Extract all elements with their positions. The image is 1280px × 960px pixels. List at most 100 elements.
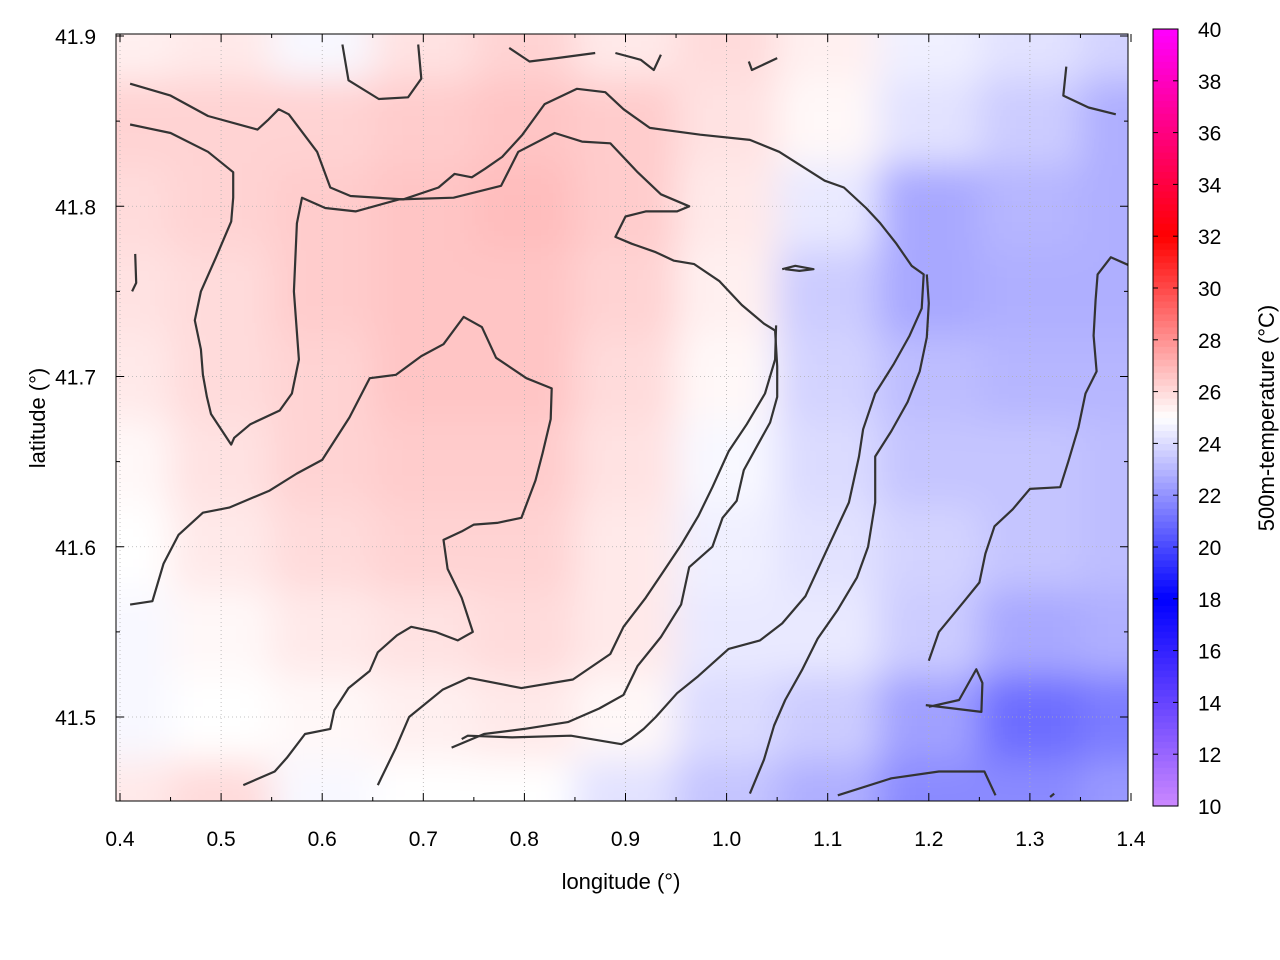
heatmap-cell [878,248,981,335]
contour-line [837,770,997,797]
heatmap-cell [676,78,779,165]
heatmap-cell [170,333,273,421]
y-tick-label: 41.9 [55,26,96,49]
colorbar-swatch [1153,618,1178,626]
contour-line [1062,66,1117,116]
colorbar-swatch [1153,152,1178,160]
heatmap-cell [372,333,475,421]
heatmap-cell [170,504,273,591]
heatmap-cell [271,504,374,591]
colorbar-swatch [1153,378,1178,386]
colorbar-swatch [1153,708,1178,716]
colorbar-swatch [1153,534,1178,542]
heatmap-cell [574,589,678,676]
colorbar-swatch [1153,372,1178,380]
heatmap-cell [116,674,172,761]
colorbar-swatch [1153,624,1178,632]
heatmap-cell [271,589,374,676]
colorbar-swatch [1153,61,1178,69]
heatmap-cell [116,163,172,250]
colorbar-swatch [1153,773,1178,781]
colorbar-swatch [1153,268,1178,276]
heatmap-cell [979,163,1082,250]
colorbar-swatch [1153,411,1178,419]
heatmap-cell [777,333,880,421]
contour-line [925,668,984,713]
colorbar-tick-label: 10 [1198,796,1221,819]
heatmap-cell [574,248,678,335]
colorbar-swatch [1153,449,1178,457]
colorbar-swatch [1153,41,1178,50]
colorbar-swatch [1153,741,1178,749]
heatmap-cell [676,163,779,250]
heatmap-field [116,34,1128,801]
colorbar-swatch [1153,462,1178,470]
heatmap-cell [372,248,475,335]
colorbar-swatch [1153,423,1178,432]
colorbar-swatch [1153,158,1178,166]
heatmap-cell [116,419,172,506]
colorbar-swatch [1153,663,1178,671]
colorbar-swatch [1153,786,1178,794]
colorbar-swatch [1153,113,1178,121]
colorbar-swatch [1153,275,1178,283]
colorbar-swatch [1153,436,1178,444]
colorbar-swatch [1153,728,1178,736]
colorbar-swatch [1153,190,1178,198]
heatmap-cell [676,333,779,421]
colorbar-swatch [1153,385,1178,393]
heatmap-cell [979,333,1082,421]
colorbar-swatch [1153,572,1178,580]
colorbar-swatch [1153,585,1178,593]
colorbar-tick-label: 34 [1198,174,1222,197]
colorbar-swatch [1153,793,1178,801]
colorbar-swatch [1153,715,1178,723]
heatmap-cell [878,419,981,506]
colorbar-swatch [1153,288,1178,296]
heatmap-cell [979,78,1082,165]
heatmap-cell [1080,78,1128,165]
colorbar-swatch [1153,430,1178,438]
contour-line [748,274,930,795]
heatmap-cell [372,504,475,591]
heatmap-cell [676,419,779,506]
x-tick-label: 0.7 [409,828,438,851]
heatmap-cell [574,419,678,506]
heatmap-cell [473,589,576,676]
contour-line [129,315,553,787]
heatmap-cell [271,419,374,506]
heatmap-cell [372,78,475,165]
contour-line [781,264,815,272]
x-tick-label: 1.4 [1116,828,1146,851]
x-axis-label: longitude (°) [562,869,681,894]
y-axis: 41.5 41.6 41.7 41.8 41.9 [55,26,1128,730]
colorbar-swatch [1153,249,1178,257]
colorbar-swatch [1153,676,1178,684]
heatmap-cell [878,333,981,421]
heatmap-cell [574,333,678,421]
colorbar-swatch [1153,495,1178,503]
heatmap-cell [116,504,172,591]
colorbar-swatch [1153,650,1178,658]
colorbar-swatch [1153,559,1178,568]
colorbar-swatch [1153,100,1178,108]
heatmap-cell [574,78,678,165]
colorbar-swatch [1153,87,1178,95]
contour-line [129,82,925,746]
colorbar-swatch [1153,657,1178,665]
heatmap-cell [116,333,172,421]
colorbar-swatch [1153,514,1178,522]
colorbar-swatch [1153,229,1178,237]
colorbar-swatch [1153,527,1178,535]
heatmap-cell [777,248,880,335]
x-tick-label: 0.5 [206,828,235,851]
colorbar-swatch [1153,352,1178,360]
colorbar-swatch [1153,579,1178,587]
heatmap-cell [473,248,576,335]
colorbar-swatch [1153,74,1178,82]
heatmap-cell [116,589,172,676]
heatmap-cell [777,674,880,761]
colorbar-swatch [1153,566,1178,574]
colorbar-tick-label: 32 [1198,226,1221,249]
heatmap-cell [473,163,576,250]
